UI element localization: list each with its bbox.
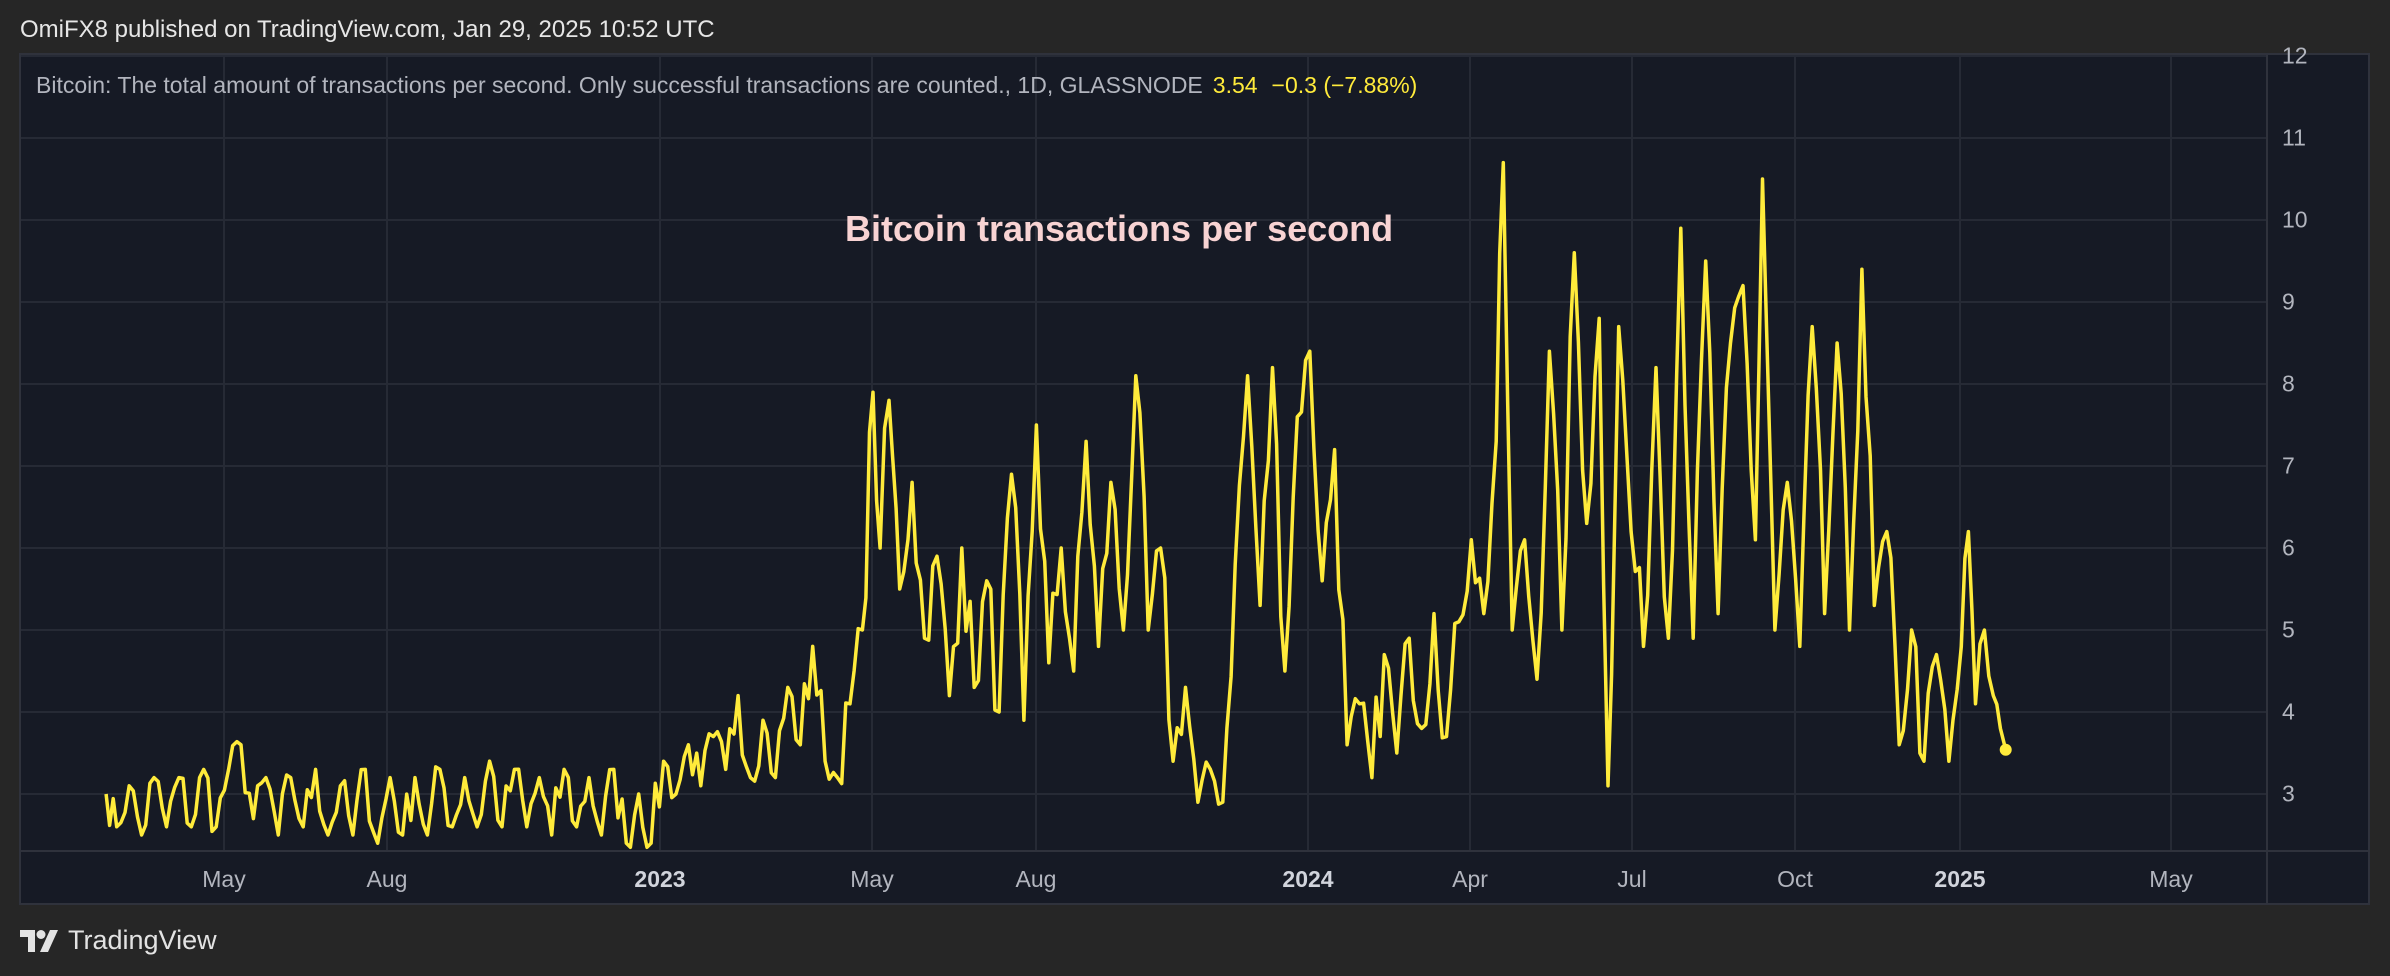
legend-last-value: 3.54 <box>1212 72 1258 98</box>
series-legend[interactable]: Bitcoin: The total amount of transaction… <box>36 72 1417 99</box>
tradingview-logo-icon <box>20 929 58 952</box>
price-axis-tick: 10 <box>2282 206 2308 233</box>
time-axis-tick: Aug <box>366 866 408 892</box>
time-axis-tick: Oct <box>1777 866 1813 892</box>
price-axis-tick: 7 <box>2282 452 2295 479</box>
time-axis-tick: Apr <box>1452 866 1488 892</box>
time-axis-tick: Jul <box>1617 866 1647 892</box>
tps-line-series <box>104 160 2012 850</box>
brand-name: TradingView <box>68 925 217 955</box>
time-axis-tick: 2024 <box>1282 866 1334 892</box>
last-value-marker <box>1999 743 2012 756</box>
price-axis-tick: 8 <box>2282 370 2295 397</box>
time-axis-tick: 2023 <box>634 866 686 892</box>
price-axis-tick: 5 <box>2282 616 2295 643</box>
price-axis-tick: 11 <box>2282 124 2306 151</box>
time-axis-tick: May <box>2149 866 2193 892</box>
price-axis-tick: 4 <box>2282 698 2295 725</box>
time-axis-tick: 2025 <box>1934 866 1986 892</box>
price-axis-tick: 9 <box>2282 288 2295 315</box>
price-axis-tick: 6 <box>2282 534 2295 561</box>
chart-annotation-title[interactable]: Bitcoin transactions per second <box>845 208 1394 249</box>
publisher-info: OmiFX8 published on TradingView.com, Jan… <box>20 16 715 43</box>
price-axis-tick: 3 <box>2282 780 2295 807</box>
legend-description: Bitcoin: The total amount of transaction… <box>36 72 1203 98</box>
time-axis-tick: Aug <box>1015 866 1057 892</box>
tradingview-brand[interactable]: TradingView <box>20 925 217 956</box>
time-axis-tick: May <box>202 866 246 892</box>
legend-change: −0.3 (−7.88%) <box>1271 72 1418 98</box>
time-axis-tick: May <box>850 866 894 892</box>
price-axis-tick: 12 <box>2282 42 2308 69</box>
